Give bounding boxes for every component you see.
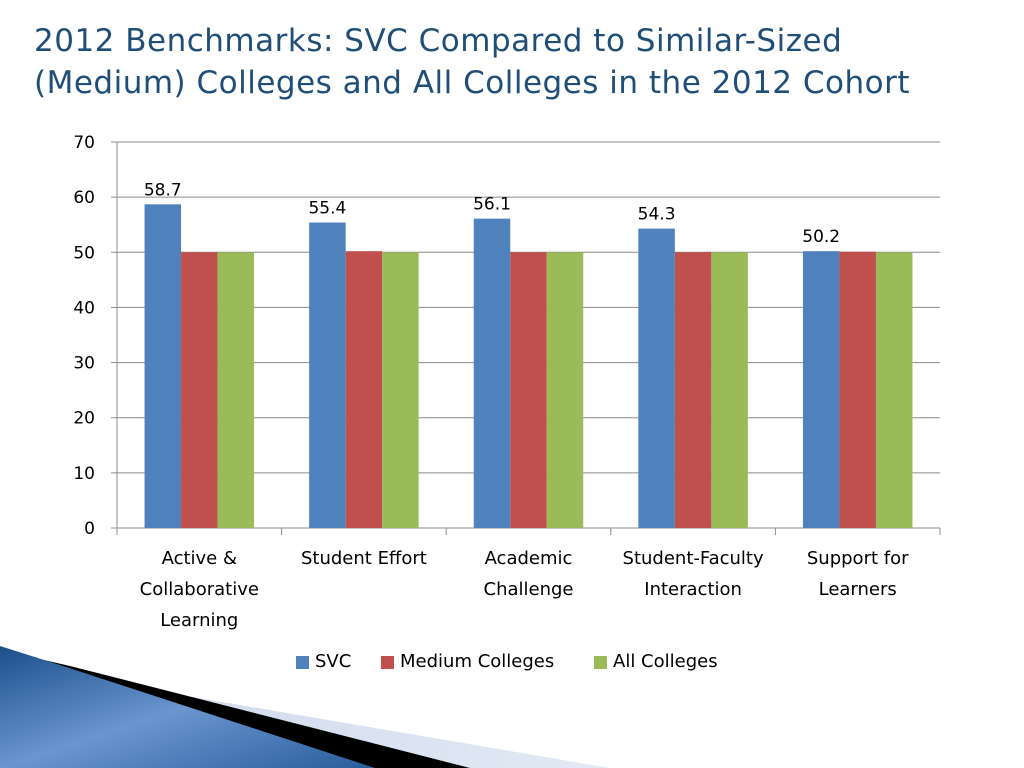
slide-title: 2012 Benchmarks: SVC Compared to Similar… <box>34 20 994 104</box>
bar-all-colleges-2 <box>546 252 584 529</box>
x-category-label: Active & <box>162 548 237 569</box>
y-tick-label: 0 <box>84 519 95 539</box>
legend-swatch-medium-colleges <box>381 656 394 669</box>
y-tick-label: 70 <box>73 133 95 153</box>
x-category-label: Collaborative <box>140 579 259 600</box>
y-tick-label: 50 <box>73 243 95 263</box>
plot-area: 0 10 20 30 40 50 60 70 58.7 Active & Collaborative… <box>73 133 941 672</box>
x-category-label: Interaction <box>644 579 742 600</box>
bar-svc-3 <box>638 228 675 528</box>
bar-medium-colleges-3 <box>674 252 712 529</box>
y-tick-label: 40 <box>73 298 95 318</box>
y-tick-label: 60 <box>73 188 95 208</box>
legend-label: SVC <box>315 651 351 672</box>
x-category-label: Learning <box>160 610 238 631</box>
data-label-svc: 50.2 <box>802 227 840 247</box>
y-tick-label: 10 <box>73 464 95 484</box>
bar-medium-colleges-2 <box>510 252 547 529</box>
x-category-label: Academic <box>485 548 573 569</box>
bar-svc-4 <box>802 251 840 528</box>
bar-medium-colleges-4 <box>839 251 876 528</box>
legend-swatch-all-colleges <box>594 656 607 669</box>
bar-svc-0 <box>144 204 182 528</box>
legend-label: All Colleges <box>613 651 718 672</box>
slide-title-line-1: 2012 Benchmarks: SVC Compared to Similar… <box>34 23 843 59</box>
bar-medium-colleges-0 <box>181 252 218 529</box>
x-category-label: Student Effort <box>301 548 427 569</box>
bar-all-colleges-1 <box>382 252 419 529</box>
y-tick-label: 30 <box>73 354 95 374</box>
data-label-svc: 56.1 <box>473 195 511 215</box>
bar-all-colleges-3 <box>711 252 748 529</box>
x-category-label: Support for <box>807 548 909 569</box>
y-tick-label: 20 <box>73 409 95 429</box>
slide-title-line-2: (Medium) Colleges and All Colleges in th… <box>34 65 911 101</box>
bar-svc-2 <box>473 218 511 529</box>
x-category-label: Learners <box>819 579 897 600</box>
bar-all-colleges-4 <box>875 252 913 529</box>
legend-swatch-svc <box>296 656 309 669</box>
legend-label: Medium Colleges <box>400 651 554 672</box>
data-label-svc: 54.3 <box>638 205 676 225</box>
bar-medium-colleges-1 <box>345 251 383 528</box>
x-category-label: Challenge <box>484 579 574 600</box>
corner-swoosh-blue <box>0 646 375 768</box>
bar-all-colleges-0 <box>217 252 255 529</box>
data-label-svc: 58.7 <box>144 180 182 200</box>
data-label-svc: 55.4 <box>308 199 346 219</box>
bar-svc-1 <box>309 222 346 528</box>
x-category-label: Student-Faculty <box>623 548 764 569</box>
corner-decoration <box>0 646 610 768</box>
